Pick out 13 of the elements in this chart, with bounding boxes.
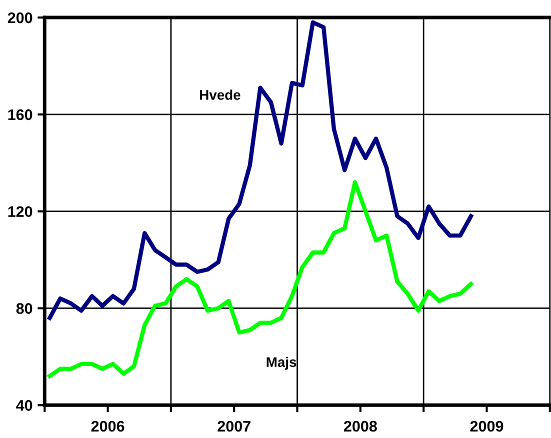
x-tick-label: 2006 [91,420,124,432]
y-tick-label: 120 [8,206,32,218]
x-tick-label: 2009 [470,420,504,432]
line-series [48,180,474,378]
y-tick-label: 80 [16,303,32,314]
series-label: Hvede [200,90,240,100]
line-series [48,20,474,320]
x-tick-label: 2007 [218,420,250,432]
x-tick-label: 2008 [344,420,377,432]
y-tick-label: 200 [8,12,32,24]
y-tick-label: 40 [16,400,32,411]
y-tick-label: 160 [8,109,32,120]
text: Majs [266,356,296,370]
